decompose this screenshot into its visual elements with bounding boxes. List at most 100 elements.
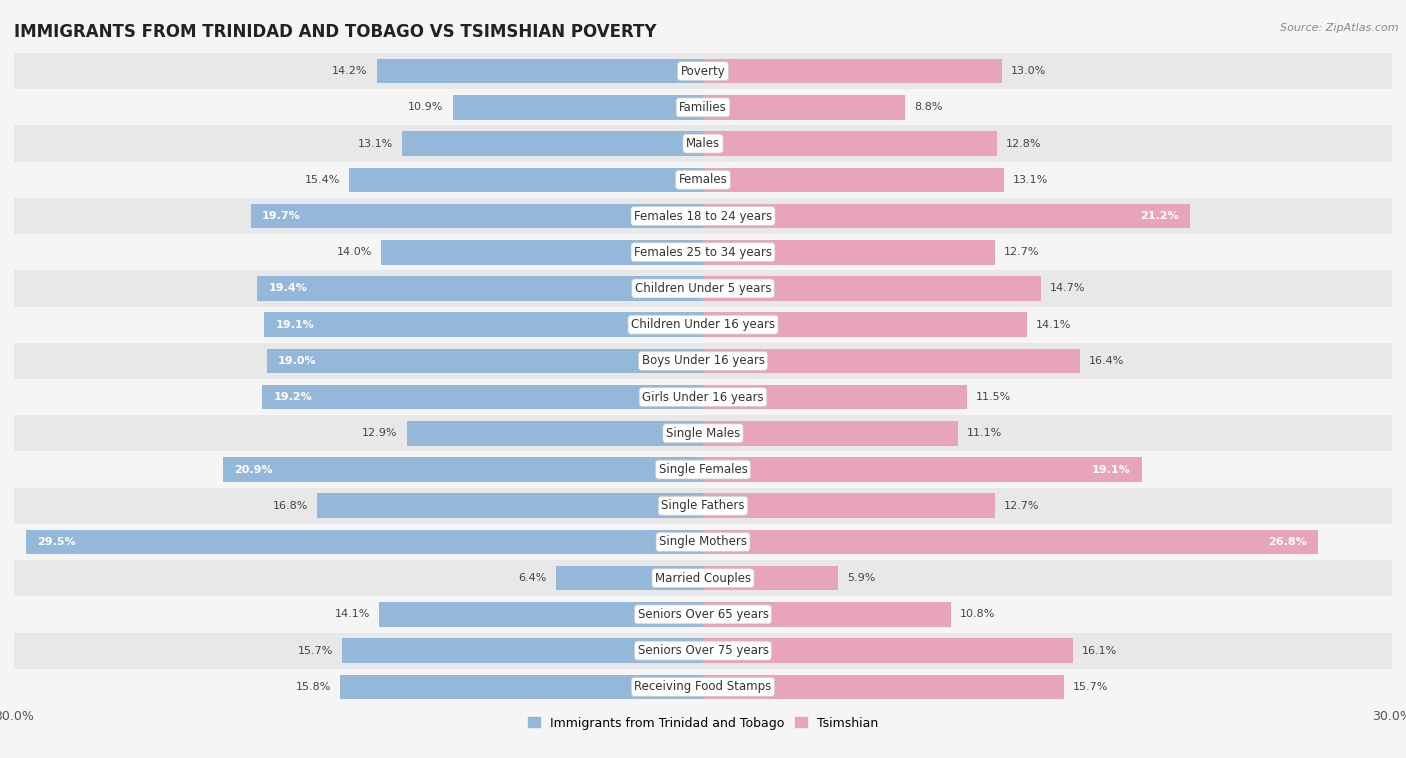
Bar: [703, 240, 994, 265]
Bar: [703, 638, 1073, 663]
Bar: [703, 675, 1063, 699]
Text: 19.4%: 19.4%: [269, 283, 308, 293]
Text: 14.1%: 14.1%: [1036, 320, 1071, 330]
Text: Males: Males: [686, 137, 720, 150]
Text: 15.7%: 15.7%: [1073, 682, 1108, 692]
Text: 26.8%: 26.8%: [1268, 537, 1308, 547]
Bar: [703, 312, 1026, 337]
Bar: [703, 457, 1142, 482]
Bar: [453, 95, 703, 120]
Text: Married Couples: Married Couples: [655, 572, 751, 584]
Text: Single Females: Single Females: [658, 463, 748, 476]
Text: 19.1%: 19.1%: [276, 320, 315, 330]
Bar: [14, 89, 1392, 126]
Text: 15.7%: 15.7%: [298, 646, 333, 656]
Bar: [703, 59, 1001, 83]
Text: Children Under 5 years: Children Under 5 years: [634, 282, 772, 295]
Text: Source: ZipAtlas.com: Source: ZipAtlas.com: [1281, 23, 1399, 33]
Text: 19.0%: 19.0%: [278, 356, 316, 366]
Bar: [14, 452, 1392, 487]
Bar: [703, 131, 997, 156]
Bar: [14, 524, 1392, 560]
Bar: [349, 168, 703, 192]
Bar: [703, 168, 1004, 192]
Legend: Immigrants from Trinidad and Tobago, Tsimshian: Immigrants from Trinidad and Tobago, Tsi…: [523, 712, 883, 735]
Text: 16.1%: 16.1%: [1083, 646, 1118, 656]
Text: Children Under 16 years: Children Under 16 years: [631, 318, 775, 331]
Text: 10.8%: 10.8%: [960, 609, 995, 619]
Text: 14.7%: 14.7%: [1050, 283, 1085, 293]
Bar: [14, 560, 1392, 597]
Text: 29.5%: 29.5%: [37, 537, 76, 547]
Bar: [703, 493, 994, 518]
Text: Single Fathers: Single Fathers: [661, 500, 745, 512]
Text: 8.8%: 8.8%: [914, 102, 943, 112]
Bar: [555, 566, 703, 590]
Text: Seniors Over 75 years: Seniors Over 75 years: [637, 644, 769, 657]
Text: Females: Females: [679, 174, 727, 186]
Text: 16.4%: 16.4%: [1088, 356, 1125, 366]
Bar: [14, 198, 1392, 234]
Bar: [703, 349, 1080, 373]
Bar: [406, 421, 703, 446]
Bar: [318, 493, 703, 518]
Text: 5.9%: 5.9%: [848, 573, 876, 583]
Text: 12.8%: 12.8%: [1007, 139, 1042, 149]
Text: 19.2%: 19.2%: [274, 392, 312, 402]
Text: 19.1%: 19.1%: [1091, 465, 1130, 475]
Bar: [14, 53, 1392, 89]
Text: 12.9%: 12.9%: [363, 428, 398, 438]
Text: Receiving Food Stamps: Receiving Food Stamps: [634, 681, 772, 694]
Bar: [14, 343, 1392, 379]
Bar: [14, 379, 1392, 415]
Bar: [703, 421, 957, 446]
Text: Single Males: Single Males: [666, 427, 740, 440]
Bar: [14, 126, 1392, 161]
Bar: [703, 566, 838, 590]
Text: Females 18 to 24 years: Females 18 to 24 years: [634, 209, 772, 223]
Text: Females 25 to 34 years: Females 25 to 34 years: [634, 246, 772, 258]
Bar: [703, 530, 1319, 554]
Bar: [14, 306, 1392, 343]
Bar: [14, 415, 1392, 452]
Text: 10.9%: 10.9%: [408, 102, 443, 112]
Text: 12.7%: 12.7%: [1004, 247, 1039, 257]
Text: 6.4%: 6.4%: [519, 573, 547, 583]
Bar: [703, 95, 905, 120]
Bar: [264, 312, 703, 337]
Text: 14.1%: 14.1%: [335, 609, 370, 619]
Text: Boys Under 16 years: Boys Under 16 years: [641, 355, 765, 368]
Text: 15.4%: 15.4%: [305, 175, 340, 185]
Text: 19.7%: 19.7%: [262, 211, 301, 221]
Bar: [14, 487, 1392, 524]
Text: 20.9%: 20.9%: [235, 465, 273, 475]
Bar: [380, 602, 703, 627]
Text: 16.8%: 16.8%: [273, 501, 308, 511]
Text: 11.1%: 11.1%: [967, 428, 1002, 438]
Text: 14.2%: 14.2%: [332, 66, 368, 76]
Text: 14.0%: 14.0%: [337, 247, 373, 257]
Bar: [402, 131, 703, 156]
Bar: [703, 602, 950, 627]
Bar: [250, 204, 703, 228]
Bar: [14, 271, 1392, 306]
Bar: [267, 349, 703, 373]
Text: 15.8%: 15.8%: [295, 682, 330, 692]
Bar: [14, 161, 1392, 198]
Bar: [381, 240, 703, 265]
Bar: [340, 675, 703, 699]
Text: 12.7%: 12.7%: [1004, 501, 1039, 511]
Text: Girls Under 16 years: Girls Under 16 years: [643, 390, 763, 403]
Text: 13.1%: 13.1%: [1012, 175, 1049, 185]
Bar: [14, 597, 1392, 632]
Bar: [703, 204, 1189, 228]
Bar: [262, 385, 703, 409]
Bar: [377, 59, 703, 83]
Text: 11.5%: 11.5%: [976, 392, 1011, 402]
Bar: [14, 234, 1392, 271]
Text: Single Mothers: Single Mothers: [659, 535, 747, 549]
Bar: [14, 632, 1392, 669]
Text: 13.0%: 13.0%: [1011, 66, 1046, 76]
Bar: [14, 669, 1392, 705]
Bar: [703, 385, 967, 409]
